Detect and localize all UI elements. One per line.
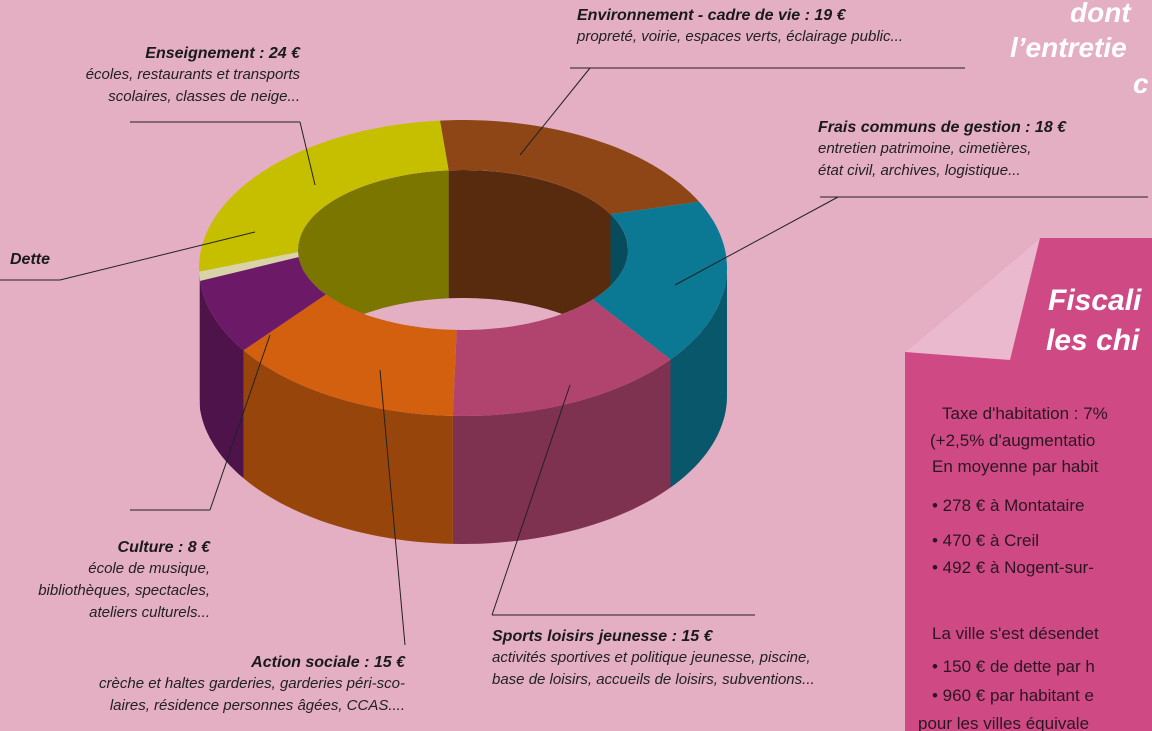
leader-line — [209, 334, 271, 511]
slice-description: entretien patrimoine, cimetières, — [818, 140, 1031, 157]
slice-description: propreté, voirie, espaces verts, éclaira… — [576, 28, 903, 45]
slice-top — [243, 294, 457, 416]
slice-label: Dette — [10, 251, 50, 268]
slice-top — [200, 257, 326, 351]
slice-description: état civil, archives, logistique... — [818, 162, 1021, 179]
panel-line: (+2,5% d'augmentatio — [930, 431, 1095, 450]
panel-box — [905, 238, 1152, 731]
slice-description: activités sportives et politique jeuness… — [492, 649, 811, 666]
slice-description: base de loisirs, accueils de loisirs, su… — [492, 671, 815, 688]
outer-wall — [243, 350, 453, 544]
slice-label: Frais communs de gestion : 18 € — [818, 119, 1067, 136]
top-note: dont — [1070, 0, 1132, 28]
outer-wall — [452, 359, 671, 544]
slice-label: Enseignement : 24 € — [145, 45, 301, 62]
leader-line — [59, 231, 256, 281]
panel-line: • 470 € à Creil — [932, 531, 1039, 550]
slice-description: bibliothèques, spectacles, — [38, 582, 210, 599]
slice-top — [440, 120, 700, 215]
panel-line: • 278 € à Montataire — [932, 496, 1084, 515]
panel-heading: Fiscali — [1048, 284, 1142, 317]
panel-line: • 960 € par habitant e — [932, 686, 1094, 705]
panel-line: En moyenne par habit — [932, 457, 1099, 476]
slice-description: écoles, restaurants et transports — [86, 66, 301, 83]
slice-label: Sports loisirs jeunesse : 15 € — [492, 628, 714, 645]
panel-line: Taxe d'habitation : 7% — [942, 404, 1108, 423]
outer-wall — [670, 268, 727, 488]
panel-line: • 492 € à Nogent-sur- — [932, 558, 1094, 577]
slice-label: Culture : 8 € — [118, 539, 212, 556]
slice-description: école de musique, — [88, 560, 210, 577]
panel-line: La ville s'est désendet — [932, 624, 1099, 643]
slice-top — [452, 299, 671, 416]
inner-wall — [448, 170, 611, 330]
slice-label: Environnement - cadre de vie : 19 € — [577, 7, 847, 24]
outer-wall — [200, 280, 244, 479]
panel-fold — [905, 238, 1040, 360]
slice-description: ateliers culturels... — [89, 604, 210, 621]
leader-line — [674, 196, 839, 286]
panel-line: • 150 € de dette par h — [932, 657, 1095, 676]
top-note: c — [1133, 68, 1149, 99]
leader-line — [379, 369, 406, 646]
slice-top — [199, 252, 299, 281]
leader-line — [519, 67, 591, 156]
slice-description: crèche et haltes garderies, garderies pé… — [99, 675, 405, 692]
leader-line — [299, 121, 316, 186]
panel-line: pour les villes équivale — [918, 714, 1089, 731]
slice-top — [592, 201, 727, 360]
slice-description: scolaires, classes de neige... — [108, 88, 300, 105]
slice-top — [199, 120, 449, 272]
leader-line — [491, 384, 571, 616]
slice-description: laires, résidence personnes âgées, CCAS.… — [110, 697, 405, 714]
slice-label: Action sociale : 15 € — [250, 654, 406, 671]
panel-heading: les chi — [1046, 324, 1140, 357]
outer-wall — [199, 271, 200, 409]
top-note: l’entretie — [1010, 32, 1127, 63]
